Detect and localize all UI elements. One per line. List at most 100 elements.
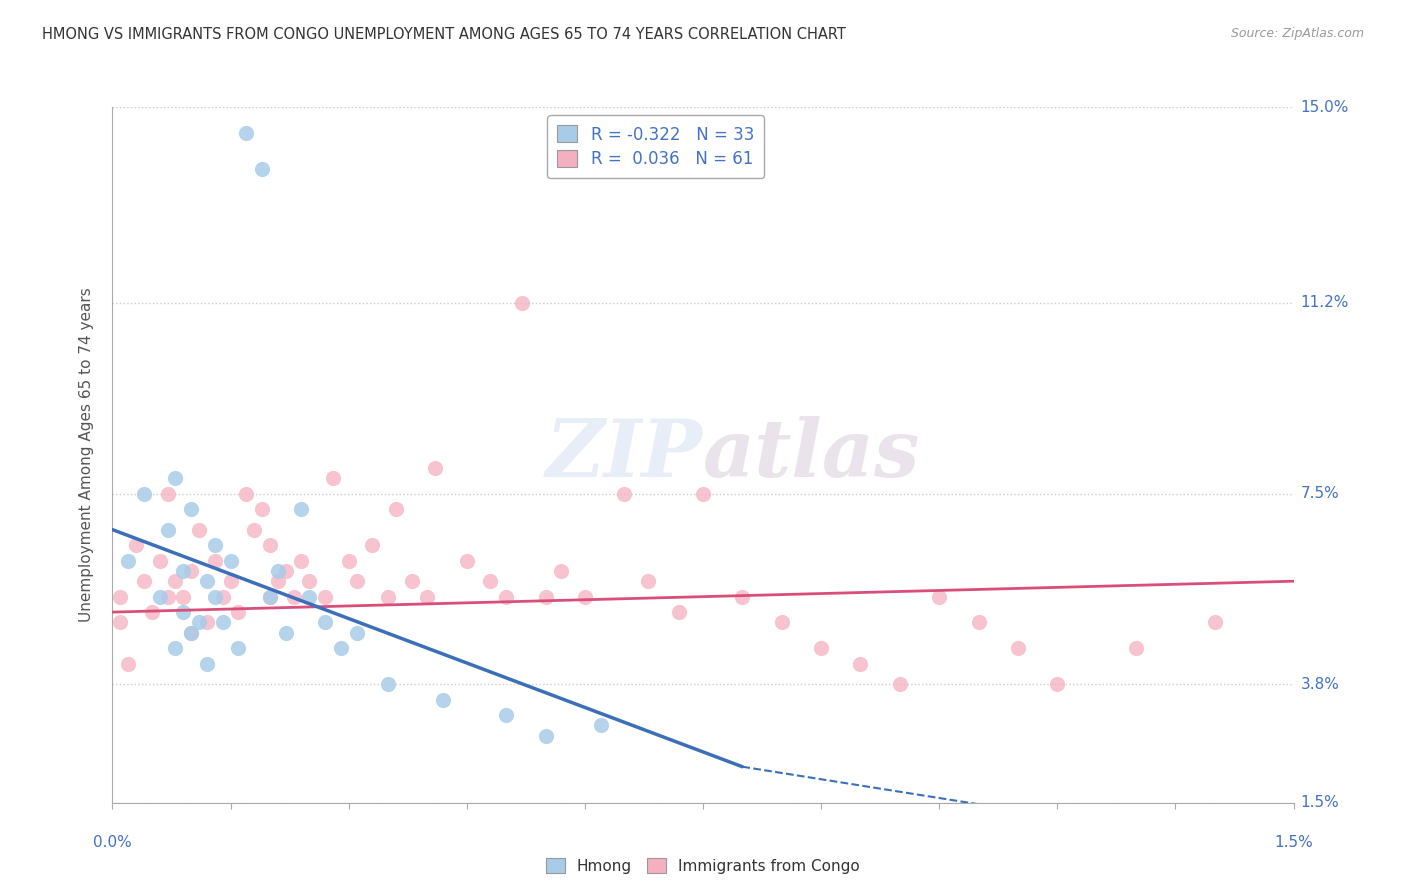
Text: 15.0%: 15.0% [1301,100,1348,114]
Point [510,296,533,310]
Point [1204,615,1226,630]
Point [141,605,163,619]
Point [534,729,557,743]
Point [172,564,194,578]
Point [385,502,408,516]
Point [204,538,226,552]
Point [188,523,211,537]
Point [589,718,612,732]
Point [250,161,273,176]
Point [290,553,312,567]
Point [235,126,257,140]
Point [188,615,211,630]
Point [770,615,793,630]
Point [259,590,281,604]
Text: HMONG VS IMMIGRANTS FROM CONGO UNEMPLOYMENT AMONG AGES 65 TO 74 YEARS CORRELATIO: HMONG VS IMMIGRANTS FROM CONGO UNEMPLOYM… [42,27,846,42]
Point [361,538,384,552]
Point [574,590,596,604]
Point [692,486,714,500]
Text: 7.5%: 7.5% [1301,486,1340,501]
Point [314,590,336,604]
Point [117,657,139,671]
Point [928,590,950,604]
Point [889,677,911,691]
Point [1125,641,1147,656]
Point [731,590,754,604]
Point [346,625,368,640]
Point [204,553,226,567]
Point [243,523,266,537]
Point [613,486,636,500]
Point [425,460,447,475]
Point [180,564,202,578]
Point [637,574,659,589]
Text: ZIP: ZIP [546,417,703,493]
Text: 1.5%: 1.5% [1274,836,1313,850]
Point [534,590,557,604]
Point [211,615,233,630]
Text: Source: ZipAtlas.com: Source: ZipAtlas.com [1230,27,1364,40]
Text: 1.5%: 1.5% [1301,796,1340,810]
Point [274,564,297,578]
Point [267,564,290,578]
Point [219,574,242,589]
Point [110,615,132,630]
Point [298,590,321,604]
Point [250,502,273,516]
Point [401,574,423,589]
Point [849,657,872,671]
Point [156,590,179,604]
Point [259,538,281,552]
Text: atlas: atlas [703,417,921,493]
Point [195,574,218,589]
Point [235,486,257,500]
Point [267,574,290,589]
Point [165,471,187,485]
Point [314,615,336,630]
Point [172,605,194,619]
Point [668,605,690,619]
Point [219,553,242,567]
Text: 11.2%: 11.2% [1301,295,1348,310]
Point [337,553,360,567]
Point [132,574,155,589]
Point [149,553,172,567]
Text: 0.0%: 0.0% [93,836,132,850]
Point [228,605,250,619]
Point [132,486,155,500]
Point [967,615,990,630]
Point [180,625,202,640]
Point [274,625,297,640]
Point [180,625,202,640]
Point [1046,677,1069,691]
Point [259,590,281,604]
Point [495,590,517,604]
Point [165,574,187,589]
Point [228,641,250,656]
Point [810,641,832,656]
Point [125,538,148,552]
Point [117,553,139,567]
Point [432,692,454,706]
Point [416,590,439,604]
Point [495,708,517,723]
Point [204,590,226,604]
Point [110,590,132,604]
Point [149,590,172,604]
Text: 3.8%: 3.8% [1301,677,1340,692]
Point [290,502,312,516]
Point [1007,641,1029,656]
Point [377,590,399,604]
Point [211,590,233,604]
Point [283,590,305,604]
Point [329,641,352,656]
Point [172,590,194,604]
Point [195,657,218,671]
Point [377,677,399,691]
Point [195,615,218,630]
Point [180,502,202,516]
Point [346,574,368,589]
Point [550,564,572,578]
Point [165,641,187,656]
Y-axis label: Unemployment Among Ages 65 to 74 years: Unemployment Among Ages 65 to 74 years [79,287,94,623]
